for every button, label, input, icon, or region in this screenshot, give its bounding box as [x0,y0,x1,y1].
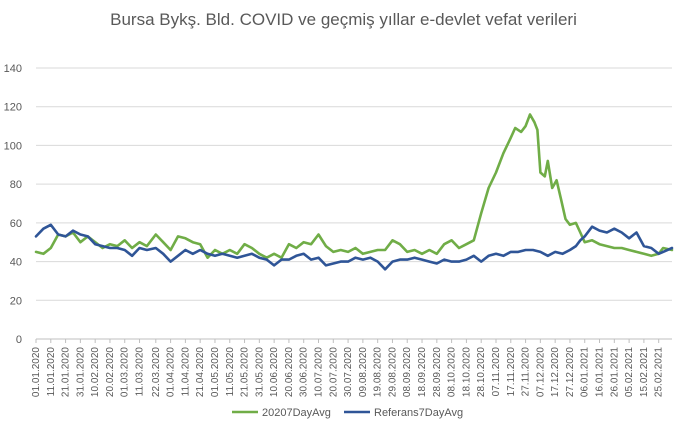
x-tick-label: 25.02.2021 [654,347,665,397]
x-tick-label: 22.03.2020 [151,347,162,397]
x-tick-label: 07.11.2020 [491,347,502,397]
x-tick-label: 18.09.2020 [417,347,428,397]
x-tick-label: 11.01.2020 [46,347,57,397]
x-tick-label: 05.02.2021 [624,347,635,397]
y-tick-label: 100 [4,140,22,152]
x-tick-label: 01.05.2020 [210,347,221,397]
x-tick-label: 10.06.2020 [269,347,280,397]
x-tick-label: 17.11.2020 [506,347,517,397]
x-tick-label: 28.09.2020 [432,347,443,397]
y-tick-label: 140 [4,63,22,75]
x-tick-label: 31.01.2020 [75,347,86,397]
series-line-blue [34,223,674,271]
x-tick-label: 27.12.2020 [565,347,576,397]
legend-label: Referans7DayAvg [374,407,463,419]
x-tick-label: 21.01.2020 [61,347,72,397]
x-tick-label: 11.03.2020 [135,347,146,397]
x-tick-label: 16.01.2021 [595,347,606,397]
x-tick-label: 07.12.2020 [535,347,546,397]
x-tick-label: 30.07.2020 [343,347,354,397]
x-tick-label: 20.06.2020 [284,347,295,397]
x-axis: 01.01.2020 11.01.2020 21.01.2020 31.01.2020… [31,339,665,397]
series-line-green [34,113,674,260]
x-tick-label: 18.10.2020 [461,347,472,397]
y-axis: 0 20 40 60 80 100 120 140 [4,63,22,346]
y-tick-label: 120 [4,102,22,114]
x-tick-label: 11.04.2020 [180,347,191,397]
legend-label: 20207DayAvg [262,407,331,419]
x-tick-label: 15.02.2021 [639,347,650,397]
x-tick-label: 17.12.2020 [550,347,561,397]
series-layer [34,113,674,271]
x-tick-label: 19.08.2020 [373,347,384,397]
x-tick-label: 27.11.2020 [521,347,532,397]
x-tick-label: 21.04.2020 [195,347,206,397]
x-tick-label: 31.05.2020 [254,347,265,397]
x-tick-label: 01.04.2020 [166,347,177,397]
y-tick-label: 80 [10,179,22,191]
y-tick-label: 20 [10,295,22,307]
x-tick-label: 06.01.2021 [580,347,591,397]
x-tick-label: 20.07.2020 [328,347,339,397]
y-tick-label: 40 [10,257,22,269]
x-tick-label: 26.01.2021 [609,347,620,397]
x-tick-label: 10.07.2020 [314,347,325,397]
x-tick-label: 11.05.2020 [225,347,236,397]
y-tick-label: 60 [10,218,22,230]
x-tick-label: 01.03.2020 [120,347,131,397]
x-tick-label: 01.01.2020 [31,347,42,397]
x-tick-label: 09.08.2020 [358,347,369,397]
y-tick-label: 0 [16,334,22,346]
x-tick-label: 08.10.2020 [447,347,458,397]
x-tick-label: 20.02.2020 [105,347,116,397]
x-tick-label: 10.02.2020 [90,347,101,397]
x-tick-label: 28.10.2020 [476,347,487,397]
legend: 20207DayAvg Referans7DayAvg [232,407,463,419]
grid-layer [36,67,672,340]
x-tick-label: 30.06.2020 [299,347,310,397]
chart-title: Bursa Bykş. Bld. COVID ve geçmiş yıllar … [110,10,577,29]
x-tick-label: 08.09.2020 [402,347,413,397]
x-tick-label: 29.08.2020 [387,347,398,397]
x-tick-label: 21.05.2020 [240,347,251,397]
